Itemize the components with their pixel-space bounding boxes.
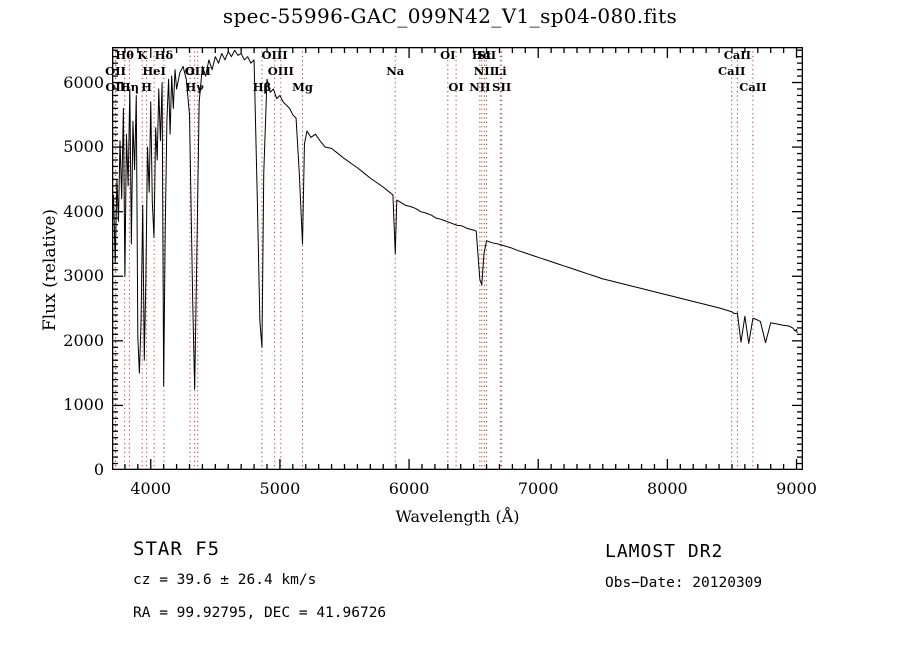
footer-obs-date: Obs−Date: 20120309 [605, 575, 763, 591]
y-tick-label: 4000 [63, 201, 104, 221]
spectral-line-label: Hη [119, 80, 140, 94]
footer-redshift-velocity: cz = 39.6 ± 26.4 km/s [133, 572, 317, 588]
spectral-line-label: Hθ [115, 48, 134, 62]
x-tick-label: 4000 [130, 479, 172, 498]
spectral-line-label: OII [105, 64, 126, 78]
y-tick-label: 5000 [63, 137, 104, 157]
spectral-line-label: OI [440, 48, 456, 62]
footer-survey: LAMOST DR2 [605, 541, 724, 562]
spectral-line-label: OII [105, 80, 127, 94]
spectral-line-label: Hβ [252, 80, 272, 94]
x-axis-label: Wavelength (Å) [395, 507, 520, 526]
footer-coordinates: RA = 99.92795, DEC = 41.96726 [133, 605, 387, 621]
spectral-line-label: H [141, 80, 153, 94]
spectral-line-label: OI [448, 80, 464, 94]
spectral-line-label: SII [477, 48, 497, 62]
spectral-line-label: NII [473, 64, 495, 78]
footer-object-class: STAR F5 [133, 538, 221, 560]
spectral-line-label: HeI [142, 64, 166, 78]
spectral-line-label: NII [469, 80, 491, 94]
x-tick-label: 8000 [647, 479, 688, 498]
spectral-line-label: CaII [723, 48, 752, 62]
y-tick-label: 0 [93, 460, 104, 479]
y-tick-label: 3000 [63, 266, 104, 286]
spectral-line-label: OIII [184, 64, 211, 78]
y-tick-label: 6000 [63, 72, 104, 92]
x-tick-label: 9000 [776, 479, 817, 498]
y-tick-label: 2000 [63, 330, 104, 350]
page-title: spec-55996-GAC_099N42_V1_sp04-080.fits [222, 4, 678, 28]
spectral-line-label: SII [492, 80, 512, 94]
spectral-line-label: Mg [292, 80, 313, 94]
spectral-line-label: CaII [718, 64, 746, 78]
y-tick-label: 1000 [63, 395, 104, 415]
spectral-line-label: K [137, 48, 148, 62]
spectral-line-label: Hδ [154, 48, 174, 62]
spectral-line-label: OIII [267, 64, 294, 78]
spectral-line-label: Li [494, 64, 507, 78]
x-tick-label: 6000 [388, 479, 430, 498]
spectral-line-label: Na [386, 64, 405, 78]
spectral-line-label: Hα [471, 48, 492, 62]
spectral-line-label: CaII [739, 80, 767, 94]
spectral-line-label: G [185, 64, 195, 78]
x-tick-label: 7000 [517, 479, 559, 498]
plot-area [112, 47, 803, 470]
spectrum-svg [112, 47, 803, 470]
spectral-line-label: Hγ [185, 80, 204, 94]
x-tick-label: 5000 [259, 479, 301, 498]
spectral-line-label: OIII [261, 48, 288, 62]
